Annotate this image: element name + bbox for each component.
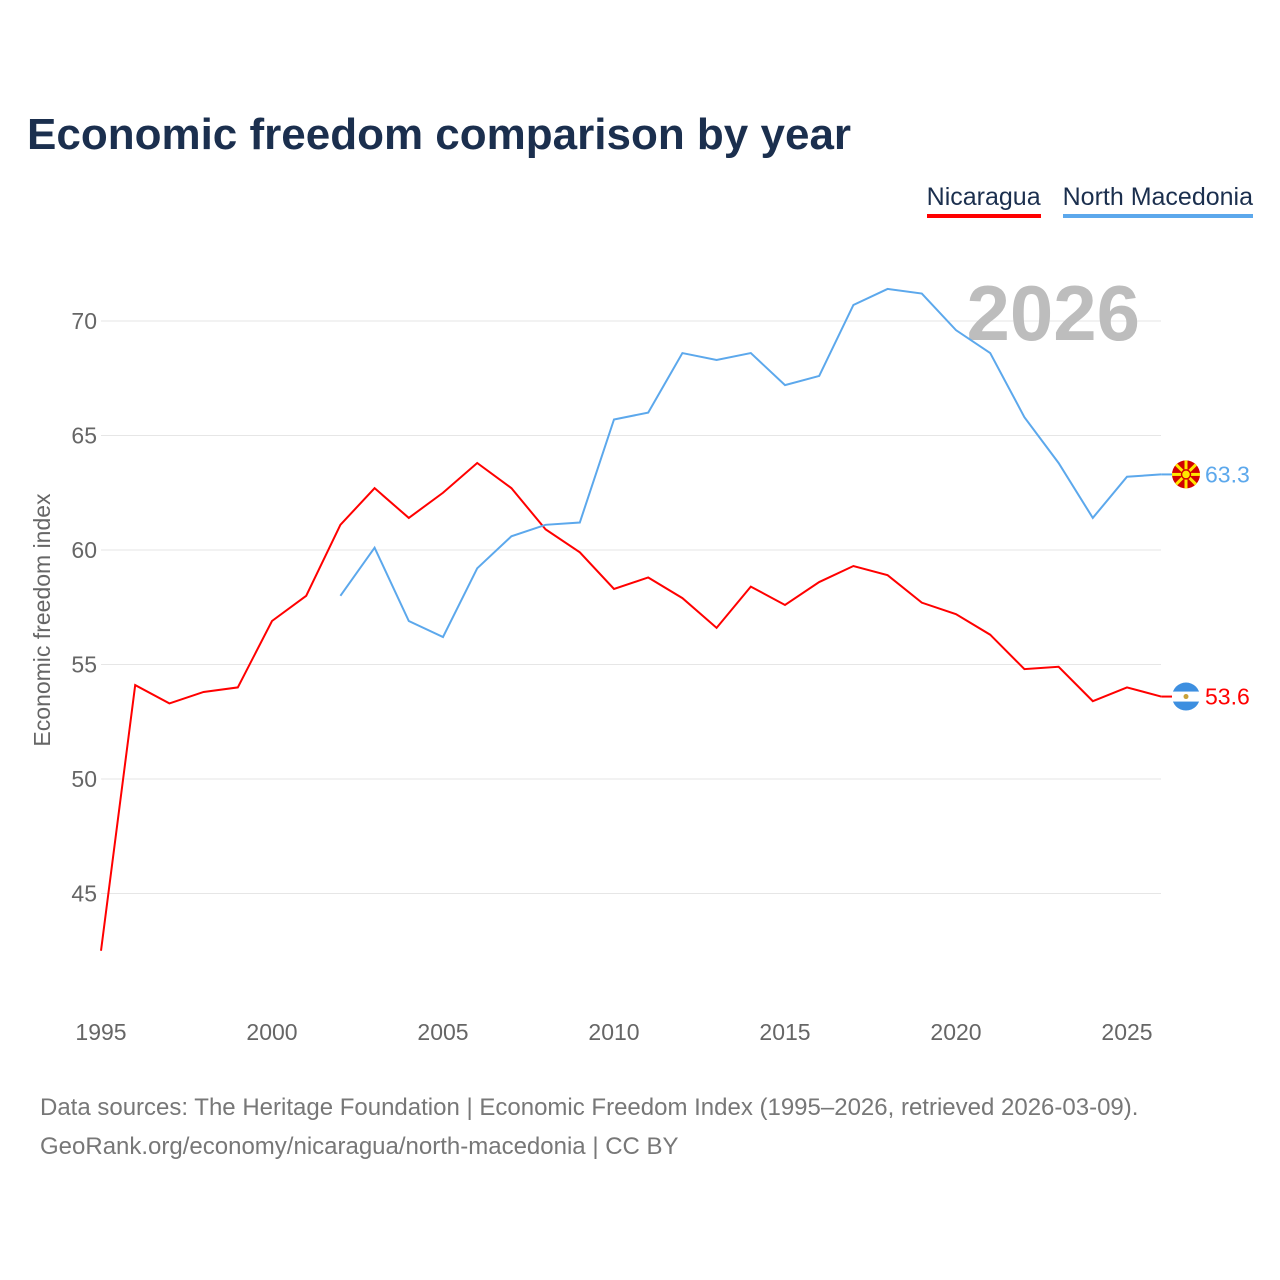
x-tick-label: 2000 (246, 1019, 297, 1045)
y-tick-label: 60 (71, 537, 97, 563)
series-line-nicaragua (100, 461, 1162, 951)
x-tick-label: 2005 (417, 1019, 468, 1045)
legend-north-macedonia[interactable]: North Macedonia (1062, 183, 1253, 218)
end-value-label: 63.3 (1205, 461, 1250, 487)
y-tick-label: 55 (71, 652, 97, 678)
footer-link[interactable]: GeoRank.org/economy/nicaragua/north-mace… (40, 1133, 679, 1160)
footer-sources: Data sources: The Heritage Foundation | … (40, 1094, 1139, 1121)
end-value-label: 53.6 (1205, 684, 1250, 710)
y-tick-label: 45 (71, 881, 97, 907)
x-tick-label: 2025 (1101, 1019, 1152, 1045)
y-tick-label: 70 (71, 308, 97, 334)
year-watermark: 2026 (966, 269, 1140, 357)
x-tick-label: 1995 (75, 1019, 126, 1045)
y-tick-label: 65 (71, 423, 97, 449)
flag-icon (1172, 460, 1200, 489)
flag-icon (1172, 682, 1200, 711)
footer: Data sources: The Heritage Foundation | … (40, 1088, 1138, 1166)
y-tick-label: 50 (71, 766, 97, 792)
x-tick-label: 2015 (759, 1019, 810, 1045)
x-tick-label: 2010 (588, 1019, 639, 1045)
x-tick-label: 2020 (930, 1019, 981, 1045)
flag-emblem (1183, 694, 1189, 700)
series-line-north-macedonia (339, 287, 1162, 639)
legend: Nicaragua North Macedonia (926, 183, 1253, 218)
chart-title: Economic freedom comparison by year (27, 110, 852, 159)
y-axis-label: Economic freedom index (29, 493, 55, 747)
flag-sun (1180, 469, 1192, 480)
legend-nicaragua[interactable]: Nicaragua (926, 183, 1041, 218)
